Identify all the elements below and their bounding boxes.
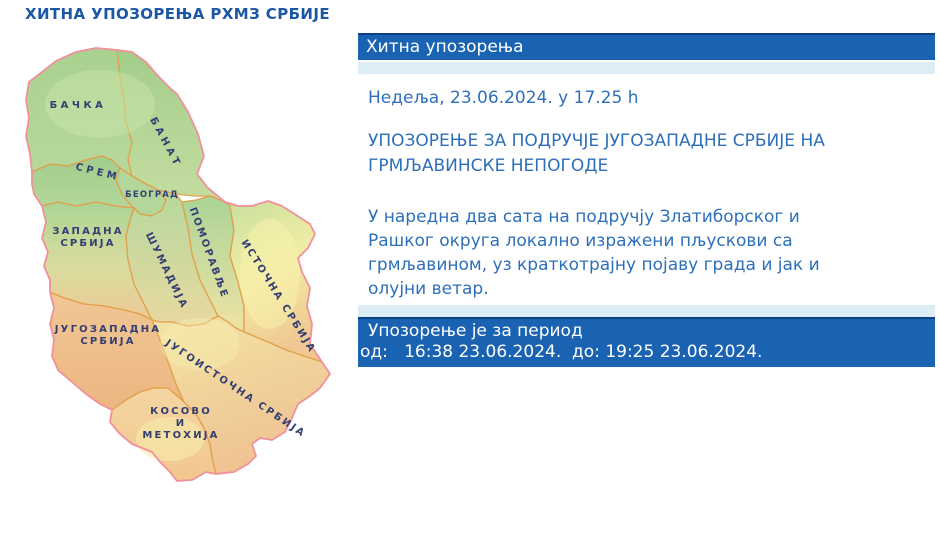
warning-body-line1: У наредна два сата на подручју Златиборс… xyxy=(368,207,800,227)
terrain-highlight-center xyxy=(160,318,240,370)
label-jugozapadna-1: ЈУГОЗАПАДНА xyxy=(54,324,161,335)
warning-body-line3: грмљавином, уз краткотрајну појаву града… xyxy=(368,255,820,275)
terrain-highlight-east xyxy=(240,219,300,329)
period-range: од: 16:38 23.06.2024. до: 19:25 23.06.20… xyxy=(360,342,763,362)
label-kosovo-1: КОСОВО xyxy=(150,406,212,417)
label-zapadna-1: ЗАПАДНА xyxy=(52,226,123,237)
warning-panel: Хитна упозорења Недеља, 23.06.2024. у 17… xyxy=(358,33,935,367)
warning-headline-line2: ГРМЉАВИНСКЕ НЕПОГОДЕ xyxy=(368,156,609,176)
label-zapadna-2: СРБИЈА xyxy=(60,238,115,249)
label-kosovo-2: И xyxy=(176,418,187,429)
period-bar: Упозорење је за период од: 16:38 23.06.2… xyxy=(358,317,935,367)
label-jugozapadna-2: СРБИЈА xyxy=(80,336,135,347)
period-header: Упозорење је за период xyxy=(368,321,583,341)
warning-headline: УПОЗОРЕЊЕ ЗА ПОДРУЧЈЕ ЈУГОЗАПАДНЕ СРБИЈЕ… xyxy=(358,129,935,179)
label-backa: БАЧКА xyxy=(50,100,107,111)
warning-body-line4: олујни ветар. xyxy=(368,279,489,299)
warning-date: Недеља, 23.06.2024. у 17.25 h xyxy=(368,88,639,108)
label-kosovo-3: МЕТОХИЈА xyxy=(142,430,219,441)
terrain-highlight-kosovo xyxy=(136,417,204,461)
warning-body-line2: Рашког округа локално изражени пљускови … xyxy=(368,231,793,251)
warning-body: У наредна два сата на подручју Златиборс… xyxy=(358,205,935,301)
serbia-map: БАЧКА БАНАТ СРЕМ БЕОГРАД ЗАПАДНА СРБИЈА … xyxy=(20,44,342,484)
page-title: ХИТНА УПОЗОРЕЊА РХМЗ СРБИЈЕ xyxy=(25,5,331,23)
serbia-map-svg: БАЧКА БАНАТ СРЕМ БЕОГРАД ЗАПАДНА СРБИЈА … xyxy=(25,47,331,482)
divider-strip-bottom xyxy=(358,305,935,317)
warning-headline-line1: УПОЗОРЕЊЕ ЗА ПОДРУЧЈЕ ЈУГОЗАПАДНЕ СРБИЈЕ… xyxy=(368,131,825,151)
label-beograd: БЕОГРАД xyxy=(125,190,179,200)
divider-strip-top xyxy=(358,62,935,74)
panel-header-text: Хитна упозорења xyxy=(366,37,524,57)
terrain-highlight-north xyxy=(45,70,155,138)
panel-header-bar: Хитна упозорења xyxy=(358,33,935,60)
country-border xyxy=(25,47,331,482)
